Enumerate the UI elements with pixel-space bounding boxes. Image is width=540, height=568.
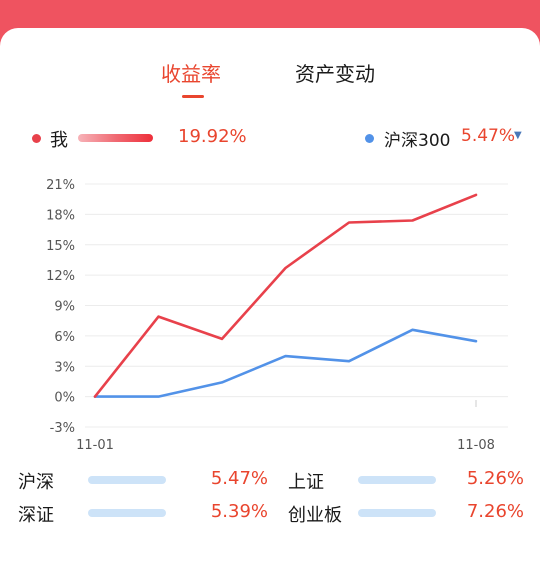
y-tick-label: 6% (54, 330, 75, 345)
data-point (412, 219, 413, 221)
index-value: 7.26% (466, 501, 524, 522)
index-bar (358, 509, 436, 517)
index-value: 5.47% (210, 468, 268, 489)
legend-me-label: 我 (50, 130, 68, 151)
legend-me-bar (78, 134, 153, 142)
dropdown-triangle-icon[interactable]: ▼ (514, 130, 522, 141)
index-item-hushen: 沪深 5.47% (18, 468, 268, 494)
data-point (221, 338, 223, 340)
index-item-shangzheng: 上证 5.26% (288, 468, 524, 494)
data-point (285, 355, 286, 357)
index-item-shenzheng: 深证 5.39% (18, 501, 268, 527)
y-tick-label: 15% (46, 239, 75, 254)
benchmark-dot-icon (365, 134, 374, 143)
data-point (285, 267, 286, 269)
x-tick-label: 11-01 (76, 438, 114, 453)
y-tick-label: 9% (54, 300, 75, 315)
data-point (475, 194, 477, 196)
data-point (158, 396, 159, 398)
benchmark-label: 沪深300 (384, 131, 451, 151)
y-tick-label: 12% (46, 269, 75, 284)
index-bar (88, 476, 166, 484)
tab-asset-change[interactable]: 资产变动 (295, 62, 375, 86)
y-tick-label: 3% (54, 360, 75, 375)
active-tab-indicator (182, 95, 204, 98)
series-line-benchmark (93, 328, 478, 398)
index-value: 5.26% (466, 468, 524, 489)
y-tick-label: 21% (46, 178, 75, 193)
index-name: 深证 (18, 505, 54, 526)
index-value: 5.39% (210, 501, 268, 522)
index-bar (88, 509, 166, 517)
benchmark-selector[interactable]: 沪深300 5.47% ▼ (365, 126, 535, 151)
index-name: 上证 (288, 472, 324, 493)
tab-return-rate[interactable]: 收益率 (161, 62, 221, 86)
y-tick-label: 0% (54, 391, 75, 406)
benchmark-value: 5.47% (461, 126, 516, 146)
index-name: 创业板 (288, 505, 342, 526)
me-dot-icon (32, 134, 41, 143)
data-point (412, 329, 413, 331)
data-point (348, 221, 350, 223)
data-point (475, 340, 477, 342)
x-tick-label: 11-08 (457, 438, 495, 453)
data-point (221, 381, 223, 383)
legend-me-value: 19.92% (178, 126, 247, 147)
index-item-chuangyeban: 创业板 7.26% (288, 501, 524, 527)
y-tick-label: -3% (50, 421, 75, 436)
data-point (94, 396, 96, 398)
index-name: 沪深 (18, 472, 54, 493)
index-bar (358, 476, 436, 484)
return-chart: 21% 18% 15% 12% 9% 6% 3% 0% -3%11-01 11-08 (46, 178, 508, 453)
y-tick-label: 18% (46, 208, 75, 223)
data-point (158, 316, 159, 318)
data-point (348, 360, 350, 362)
